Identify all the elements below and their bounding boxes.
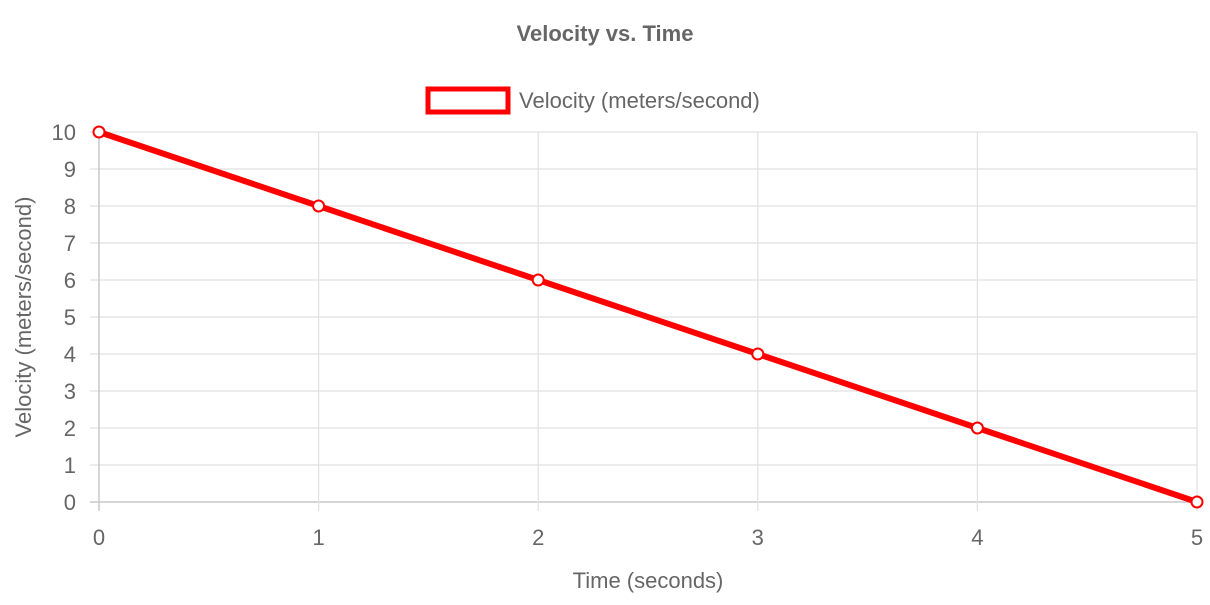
y-tick-label: 6 xyxy=(64,268,76,293)
y-tick-label: 1 xyxy=(64,453,76,478)
y-tick-label: 8 xyxy=(64,194,76,219)
tick-labels: 0 1 2 3 4 5 6 7 8 9 10 0 1 2 3 4 5 xyxy=(52,120,1204,550)
series-velocity xyxy=(96,129,1200,505)
y-tick-label: 0 xyxy=(64,490,76,515)
data-point[interactable] xyxy=(312,199,326,213)
data-point[interactable] xyxy=(970,421,984,435)
y-tick-label: 5 xyxy=(64,305,76,330)
y-tick-label: 9 xyxy=(64,157,76,182)
y-tick-label: 2 xyxy=(64,416,76,441)
y-tick-label: 7 xyxy=(64,231,76,256)
x-tick-label: 4 xyxy=(971,525,983,550)
chart-title: Velocity vs. Time xyxy=(517,21,694,46)
legend-label: Velocity (meters/second) xyxy=(519,88,760,113)
x-tick-label: 3 xyxy=(752,525,764,550)
x-tick-label: 5 xyxy=(1191,525,1203,550)
x-tick-label: 1 xyxy=(312,525,324,550)
data-point[interactable] xyxy=(1190,495,1204,509)
y-tick-label: 10 xyxy=(52,120,76,145)
series-line xyxy=(96,129,1200,505)
data-point[interactable] xyxy=(92,125,106,139)
data-point[interactable] xyxy=(751,347,765,361)
y-axis-title: Velocity (meters/second) xyxy=(11,197,36,438)
data-points xyxy=(92,125,1204,509)
grid xyxy=(90,131,1198,511)
legend-swatch xyxy=(425,86,511,115)
x-axis-title: Time (seconds) xyxy=(573,568,724,593)
y-tick-label: 3 xyxy=(64,379,76,404)
legend[interactable]: Velocity (meters/second) xyxy=(425,86,760,115)
x-tick-label: 0 xyxy=(93,525,105,550)
data-point[interactable] xyxy=(531,273,545,287)
y-tick-label: 4 xyxy=(64,342,76,367)
x-tick-label: 2 xyxy=(532,525,544,550)
